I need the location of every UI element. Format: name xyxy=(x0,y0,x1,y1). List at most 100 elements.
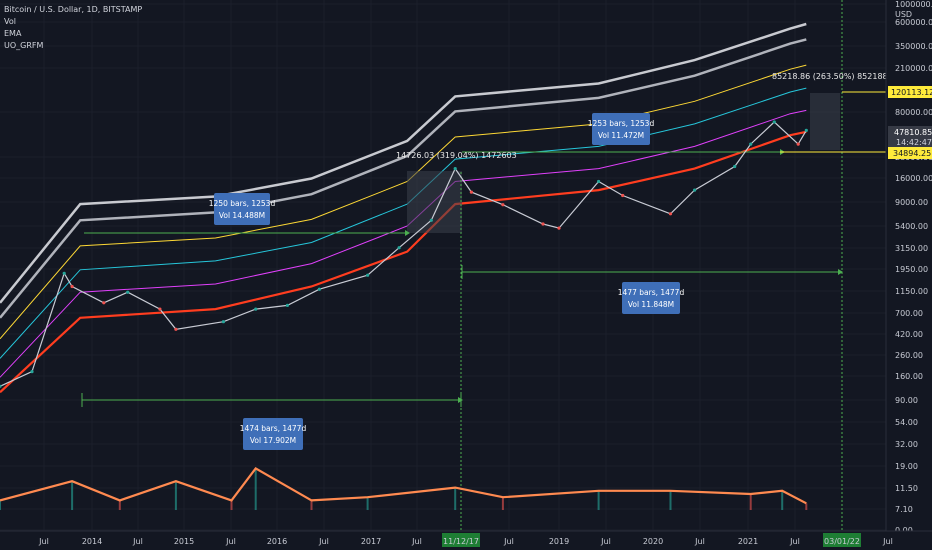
current-price-text: 47810.85 xyxy=(894,128,932,137)
legend-vol[interactable]: Vol xyxy=(4,17,16,26)
x-tick-label: Jul xyxy=(882,537,893,546)
y-tick-label: 420.00 xyxy=(895,330,923,339)
y-tick-label: 1150.00 xyxy=(895,287,928,296)
chart-legend: Bitcoin / U.S. Dollar, 1D, BITSTAMP Vol … xyxy=(4,4,142,52)
price-point xyxy=(621,193,625,198)
price-point xyxy=(30,370,34,374)
y-tick-label: 210000.00 xyxy=(895,64,932,73)
badge-cycle2-top: 1253 bars, 1253d Vol 11.472M xyxy=(588,113,655,145)
band-line-4 xyxy=(0,64,807,340)
price-point xyxy=(749,142,753,146)
price-point xyxy=(804,128,808,132)
badge-cycle1-top-line1: 1250 bars, 1253d xyxy=(209,199,276,208)
badge-cycle2-bottom-line1: 1477 bars, 1477d xyxy=(618,288,685,297)
range-box-2017 xyxy=(407,171,462,233)
y-tick-label: 9000.00 xyxy=(895,198,928,207)
price-point xyxy=(693,188,697,192)
range-box-2021 xyxy=(810,93,840,150)
band-line-5 xyxy=(0,38,807,319)
x-tick-label: Jul xyxy=(318,537,329,546)
volume-bar xyxy=(781,490,784,510)
badge-cycle1-bottom-line1: 1474 bars, 1477d xyxy=(240,424,307,433)
volume-bar xyxy=(230,500,233,510)
legend-title[interactable]: Bitcoin / U.S. Dollar, 1D, BITSTAMP xyxy=(4,5,143,14)
legend-ema[interactable]: EMA xyxy=(4,29,22,38)
price-point xyxy=(541,222,545,226)
current-price-label: 47810.85 14:42:47 xyxy=(888,126,932,148)
price-point xyxy=(158,307,162,311)
price-point xyxy=(796,142,800,146)
chart-grid xyxy=(0,0,888,531)
y-tick-label: 32.00 xyxy=(895,440,918,449)
legend-indicator[interactable]: UO_GRFM xyxy=(4,41,44,50)
x-tick-label: 2016 xyxy=(267,537,287,546)
volume-bar xyxy=(118,500,121,510)
y-tick-label: 600000.00 xyxy=(895,18,932,27)
badge-cycle2-top-line2: Vol 11.472M xyxy=(598,131,644,140)
volume-bar xyxy=(501,497,504,510)
price-point xyxy=(733,164,737,169)
price-point xyxy=(0,384,2,388)
volume-bar xyxy=(254,468,257,510)
volume-ema-line xyxy=(0,466,807,505)
measure-arrow-cycle2-bottom xyxy=(838,269,843,275)
measure-arrow-cycle1-top xyxy=(405,230,410,236)
price-point xyxy=(366,273,370,277)
y-tick-label: 16000.00 xyxy=(895,174,932,183)
x-tick-label: Jul xyxy=(694,537,705,546)
x-tick-label: Jul xyxy=(225,537,236,546)
x-tick-label: 2019 xyxy=(549,537,569,546)
volume-bar xyxy=(0,500,1,510)
y-tick-label: 260.00 xyxy=(895,351,923,360)
y-tick-label: 350000.00 xyxy=(895,42,932,51)
countdown-text: 14:42:47 xyxy=(896,138,932,147)
volume-bar xyxy=(366,497,369,510)
badge-cycle2-top-line1: 1253 bars, 1253d xyxy=(588,119,655,128)
x-tick-label: 2015 xyxy=(174,537,194,546)
y-tick-label: 7.10 xyxy=(895,505,913,514)
badge-cycle1-bottom-line2: Vol 17.902M xyxy=(250,436,296,445)
x-tick-label: 2017 xyxy=(361,537,381,546)
x-tick-label: Jul xyxy=(503,537,514,546)
badge-cycle1-top-line2: Vol 14.488M xyxy=(219,211,265,220)
price-point xyxy=(126,290,130,294)
y-tick-label: 700.00 xyxy=(895,309,923,318)
y-tick-label: 80000.00 xyxy=(895,108,932,117)
x-axis-ticks: Jul 2014 Jul 2015 Jul 2016 Jul 2017 Jul 11/12/17 J… xyxy=(38,533,893,547)
volume-bar xyxy=(174,481,177,510)
yellow-price-top-text: 120113.12 xyxy=(891,88,932,97)
price-point xyxy=(557,226,561,230)
x-tick-label: 2021 xyxy=(738,537,758,546)
volume-bars xyxy=(0,468,808,510)
x-tick-label: 2014 xyxy=(82,537,102,546)
price-point xyxy=(285,303,289,307)
price-point xyxy=(70,284,74,289)
volume-bar xyxy=(749,494,752,510)
price-point xyxy=(429,218,433,222)
y-tick-label: 1950.00 xyxy=(895,265,928,274)
yellow-price-label-top: 120113.12 xyxy=(888,86,932,98)
x-tick-label: Jul xyxy=(789,537,800,546)
x-tick-label: Jul xyxy=(600,537,611,546)
price-point xyxy=(317,287,321,291)
band-line-6 xyxy=(0,22,807,304)
badge-cycle2-bottom-line2: Vol 11.848M xyxy=(628,300,674,309)
yellow-price-label-bottom: 34894.25 xyxy=(888,147,932,159)
range-label-2017: 14726.03 (319.04%) 1472603 xyxy=(396,151,517,160)
price-point xyxy=(597,179,601,184)
price-point xyxy=(102,301,106,305)
y-tick-label: 1000000.00 xyxy=(895,0,932,9)
volume-bar xyxy=(805,503,808,510)
x-tick-label: Jul xyxy=(411,537,422,546)
volume-bar xyxy=(597,490,600,510)
y-tick-label: 54.00 xyxy=(895,418,918,427)
range-label-2021: 85218.86 (263.50%) 8521886 xyxy=(772,72,893,81)
volume-bar xyxy=(310,500,313,510)
x-tick-label: 11/12/17 xyxy=(443,537,479,546)
price-point xyxy=(174,327,178,331)
badge-cycle2-bottom: 1477 bars, 1477d Vol 11.848M xyxy=(618,282,685,314)
price-point xyxy=(221,320,225,324)
annotation-shapes xyxy=(81,0,886,531)
date-label-bg xyxy=(823,533,861,547)
